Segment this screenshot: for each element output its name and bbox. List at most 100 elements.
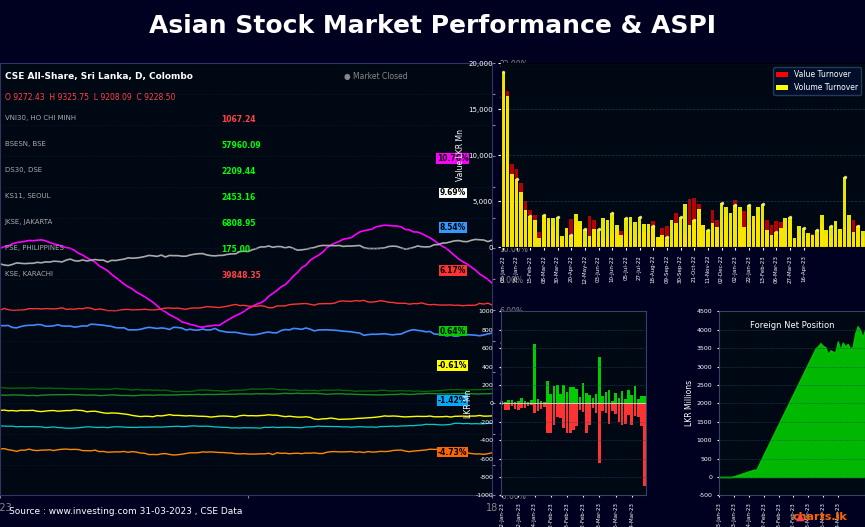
Bar: [834, 230, 837, 247]
Bar: [674, 213, 678, 247]
Bar: [688, 225, 691, 247]
Bar: [527, 404, 529, 406]
Bar: [679, 217, 682, 247]
Bar: [638, 235, 641, 247]
Bar: [738, 207, 741, 247]
Bar: [792, 240, 796, 247]
Bar: [561, 236, 564, 247]
Bar: [734, 200, 737, 247]
Bar: [575, 404, 578, 426]
Text: Foreign Net Position: Foreign Net Position: [750, 321, 835, 330]
Bar: [778, 228, 783, 247]
Bar: [573, 214, 578, 247]
Bar: [674, 222, 678, 247]
Bar: [585, 404, 587, 433]
Bar: [601, 218, 605, 247]
Bar: [573, 226, 578, 247]
Bar: [601, 404, 604, 411]
Bar: [517, 401, 520, 404]
Bar: [778, 222, 783, 247]
Bar: [702, 226, 705, 247]
Bar: [501, 72, 504, 247]
Bar: [856, 226, 860, 247]
Bar: [756, 207, 759, 247]
Bar: [637, 404, 639, 417]
Bar: [829, 236, 833, 247]
Bar: [579, 221, 582, 247]
Bar: [553, 404, 555, 425]
Bar: [566, 404, 568, 433]
Bar: [829, 226, 833, 247]
Bar: [618, 404, 620, 422]
Bar: [536, 399, 539, 404]
Bar: [770, 225, 773, 247]
Bar: [546, 404, 548, 433]
Bar: [798, 226, 801, 247]
Bar: [861, 238, 864, 247]
Text: KSE, KARACHI: KSE, KARACHI: [5, 271, 53, 277]
Bar: [856, 225, 860, 247]
Bar: [624, 235, 628, 247]
Bar: [533, 215, 536, 247]
Bar: [579, 404, 581, 411]
Y-axis label: LKR Mn: LKR Mn: [465, 389, 473, 418]
Bar: [770, 235, 773, 247]
Bar: [537, 238, 541, 247]
Bar: [562, 385, 565, 404]
Bar: [742, 210, 746, 247]
Bar: [597, 237, 600, 247]
Bar: [642, 232, 646, 247]
Bar: [644, 404, 646, 486]
Bar: [579, 397, 581, 404]
Bar: [585, 393, 587, 404]
Bar: [647, 230, 650, 247]
Bar: [614, 393, 617, 404]
Bar: [838, 239, 842, 247]
Bar: [816, 236, 819, 247]
Bar: [587, 216, 591, 247]
Bar: [629, 217, 632, 247]
Bar: [697, 209, 701, 247]
Bar: [824, 235, 828, 247]
Text: ▲: ▲: [796, 512, 804, 522]
Bar: [533, 220, 536, 247]
Bar: [510, 400, 513, 404]
Bar: [798, 238, 801, 247]
Bar: [692, 220, 696, 247]
Bar: [640, 404, 643, 426]
Bar: [543, 402, 546, 404]
Bar: [710, 223, 714, 247]
Bar: [608, 404, 611, 424]
Bar: [651, 221, 655, 247]
Bar: [788, 217, 791, 247]
Bar: [774, 232, 778, 247]
Bar: [621, 391, 624, 404]
Bar: [634, 386, 637, 404]
Bar: [593, 229, 596, 247]
Bar: [530, 404, 533, 405]
Bar: [562, 404, 565, 428]
Bar: [665, 226, 669, 247]
Bar: [537, 232, 541, 247]
Bar: [802, 241, 805, 247]
Bar: [508, 404, 510, 410]
Bar: [519, 183, 522, 247]
Bar: [547, 218, 550, 247]
Bar: [811, 235, 815, 247]
Bar: [572, 404, 574, 430]
Bar: [642, 225, 646, 247]
Bar: [592, 404, 594, 408]
Bar: [569, 235, 573, 247]
Text: O 9272.43  H 9325.75  L 9208.09  C 9228.50: O 9272.43 H 9325.75 L 9208.09 C 9228.50: [5, 93, 176, 102]
Text: Asian Stock Market Performance & ASPI: Asian Stock Market Performance & ASPI: [149, 14, 716, 38]
Bar: [575, 389, 578, 404]
Text: ● Market Closed: ● Market Closed: [344, 72, 408, 81]
Bar: [852, 232, 855, 247]
Bar: [501, 404, 503, 405]
Bar: [583, 229, 586, 247]
Bar: [523, 402, 526, 404]
Bar: [517, 404, 520, 409]
Bar: [510, 164, 514, 247]
Bar: [569, 219, 573, 247]
Bar: [615, 228, 618, 247]
